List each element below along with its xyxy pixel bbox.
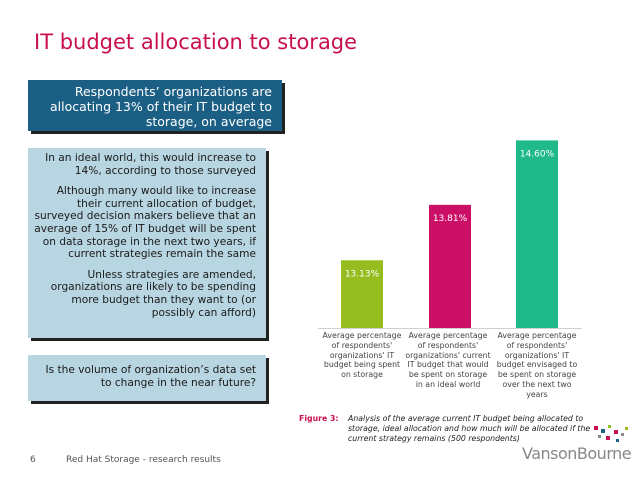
question-box: Is the volume of organization’s data set…	[28, 355, 266, 401]
footer-text: Red Hat Storage - research results	[66, 455, 221, 465]
logo-mark-icon	[594, 425, 628, 442]
brand-logo: VansonBourne	[522, 444, 632, 463]
category-label-1: Average percentage of respondents' organ…	[322, 331, 402, 380]
summary-paragraph-1: In an ideal world, this would increase t…	[45, 152, 256, 177]
figure-caption: Analysis of the average current IT budge…	[348, 414, 591, 443]
headline-box: Respondents’ organizations are allocatin…	[28, 80, 282, 131]
summary-box: In an ideal world, this would increase t…	[28, 148, 266, 338]
bar-1	[341, 260, 383, 328]
page-number: 6	[30, 455, 36, 465]
summary-paragraph-3: Unless strategies are amended, organizat…	[50, 268, 256, 319]
page-title: IT budget allocation to storage	[34, 30, 358, 54]
headline-text: Respondents’ organizations are allocatin…	[49, 84, 272, 129]
bar-chart: 13.13% 13.81% 14.60%	[318, 140, 582, 329]
data-label-1: 13.13%	[345, 269, 380, 279]
question-text: Is the volume of organization’s data set…	[45, 364, 257, 389]
bar-2	[429, 204, 471, 328]
category-label-3: Average percentage of respondents' organ…	[496, 331, 578, 399]
data-label-3: 14.60%	[520, 149, 555, 159]
summary-paragraph-2: Although many would like to increase the…	[34, 185, 256, 261]
bar-3	[516, 140, 558, 328]
data-label-2: 13.81%	[433, 214, 468, 224]
figure-label: Figure 3:	[299, 414, 339, 423]
category-label-2: Average percentage of respondents' organ…	[405, 331, 491, 389]
